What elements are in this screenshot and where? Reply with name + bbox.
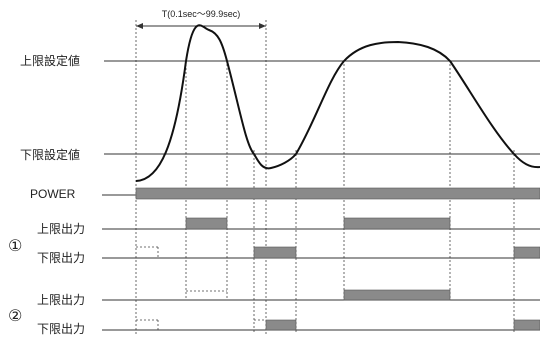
signal-curve [135,24,540,182]
group-1-upper-output-pulse [343,217,451,230]
group-1-lower-output-pulse [513,246,540,259]
period-label: T(0.1sec～99.9sec) [162,9,241,19]
group-2: ② 上限出力 下限出力 [8,289,540,336]
group-1-lower-output-label: 下限出力 [37,251,85,265]
group-2-lower-output-pulse [265,319,297,331]
group-2-lower-output-label: 下限出力 [37,322,85,336]
timing-guides [135,20,515,334]
period-arrow-left-head [136,23,143,29]
upper-set-label: 上限設定値 [20,53,80,68]
group-2-upper-output-pulse [343,289,451,301]
lower-set-label: 下限設定値 [20,147,80,162]
group-1: ① 上限出力 下限出力 [8,217,540,292]
group-1-lower-output-pulse [253,246,297,259]
group-2-upper-output-label: 上限出力 [37,293,85,307]
group-1-marker: ① [8,238,22,255]
group-1-upper-output-label: 上限出力 [37,222,85,236]
group-1-upper-output-pulse [185,217,228,230]
group-2-lower-output-pulse [513,319,540,331]
group-2-marker: ② [8,308,22,325]
power-label: POWER [30,187,76,201]
power-on-bar [135,187,540,200]
period-arrow-right-head [259,23,266,29]
threshold-lines: 上限設定値 下限設定値 [20,53,540,162]
power-row: POWER [30,187,540,201]
